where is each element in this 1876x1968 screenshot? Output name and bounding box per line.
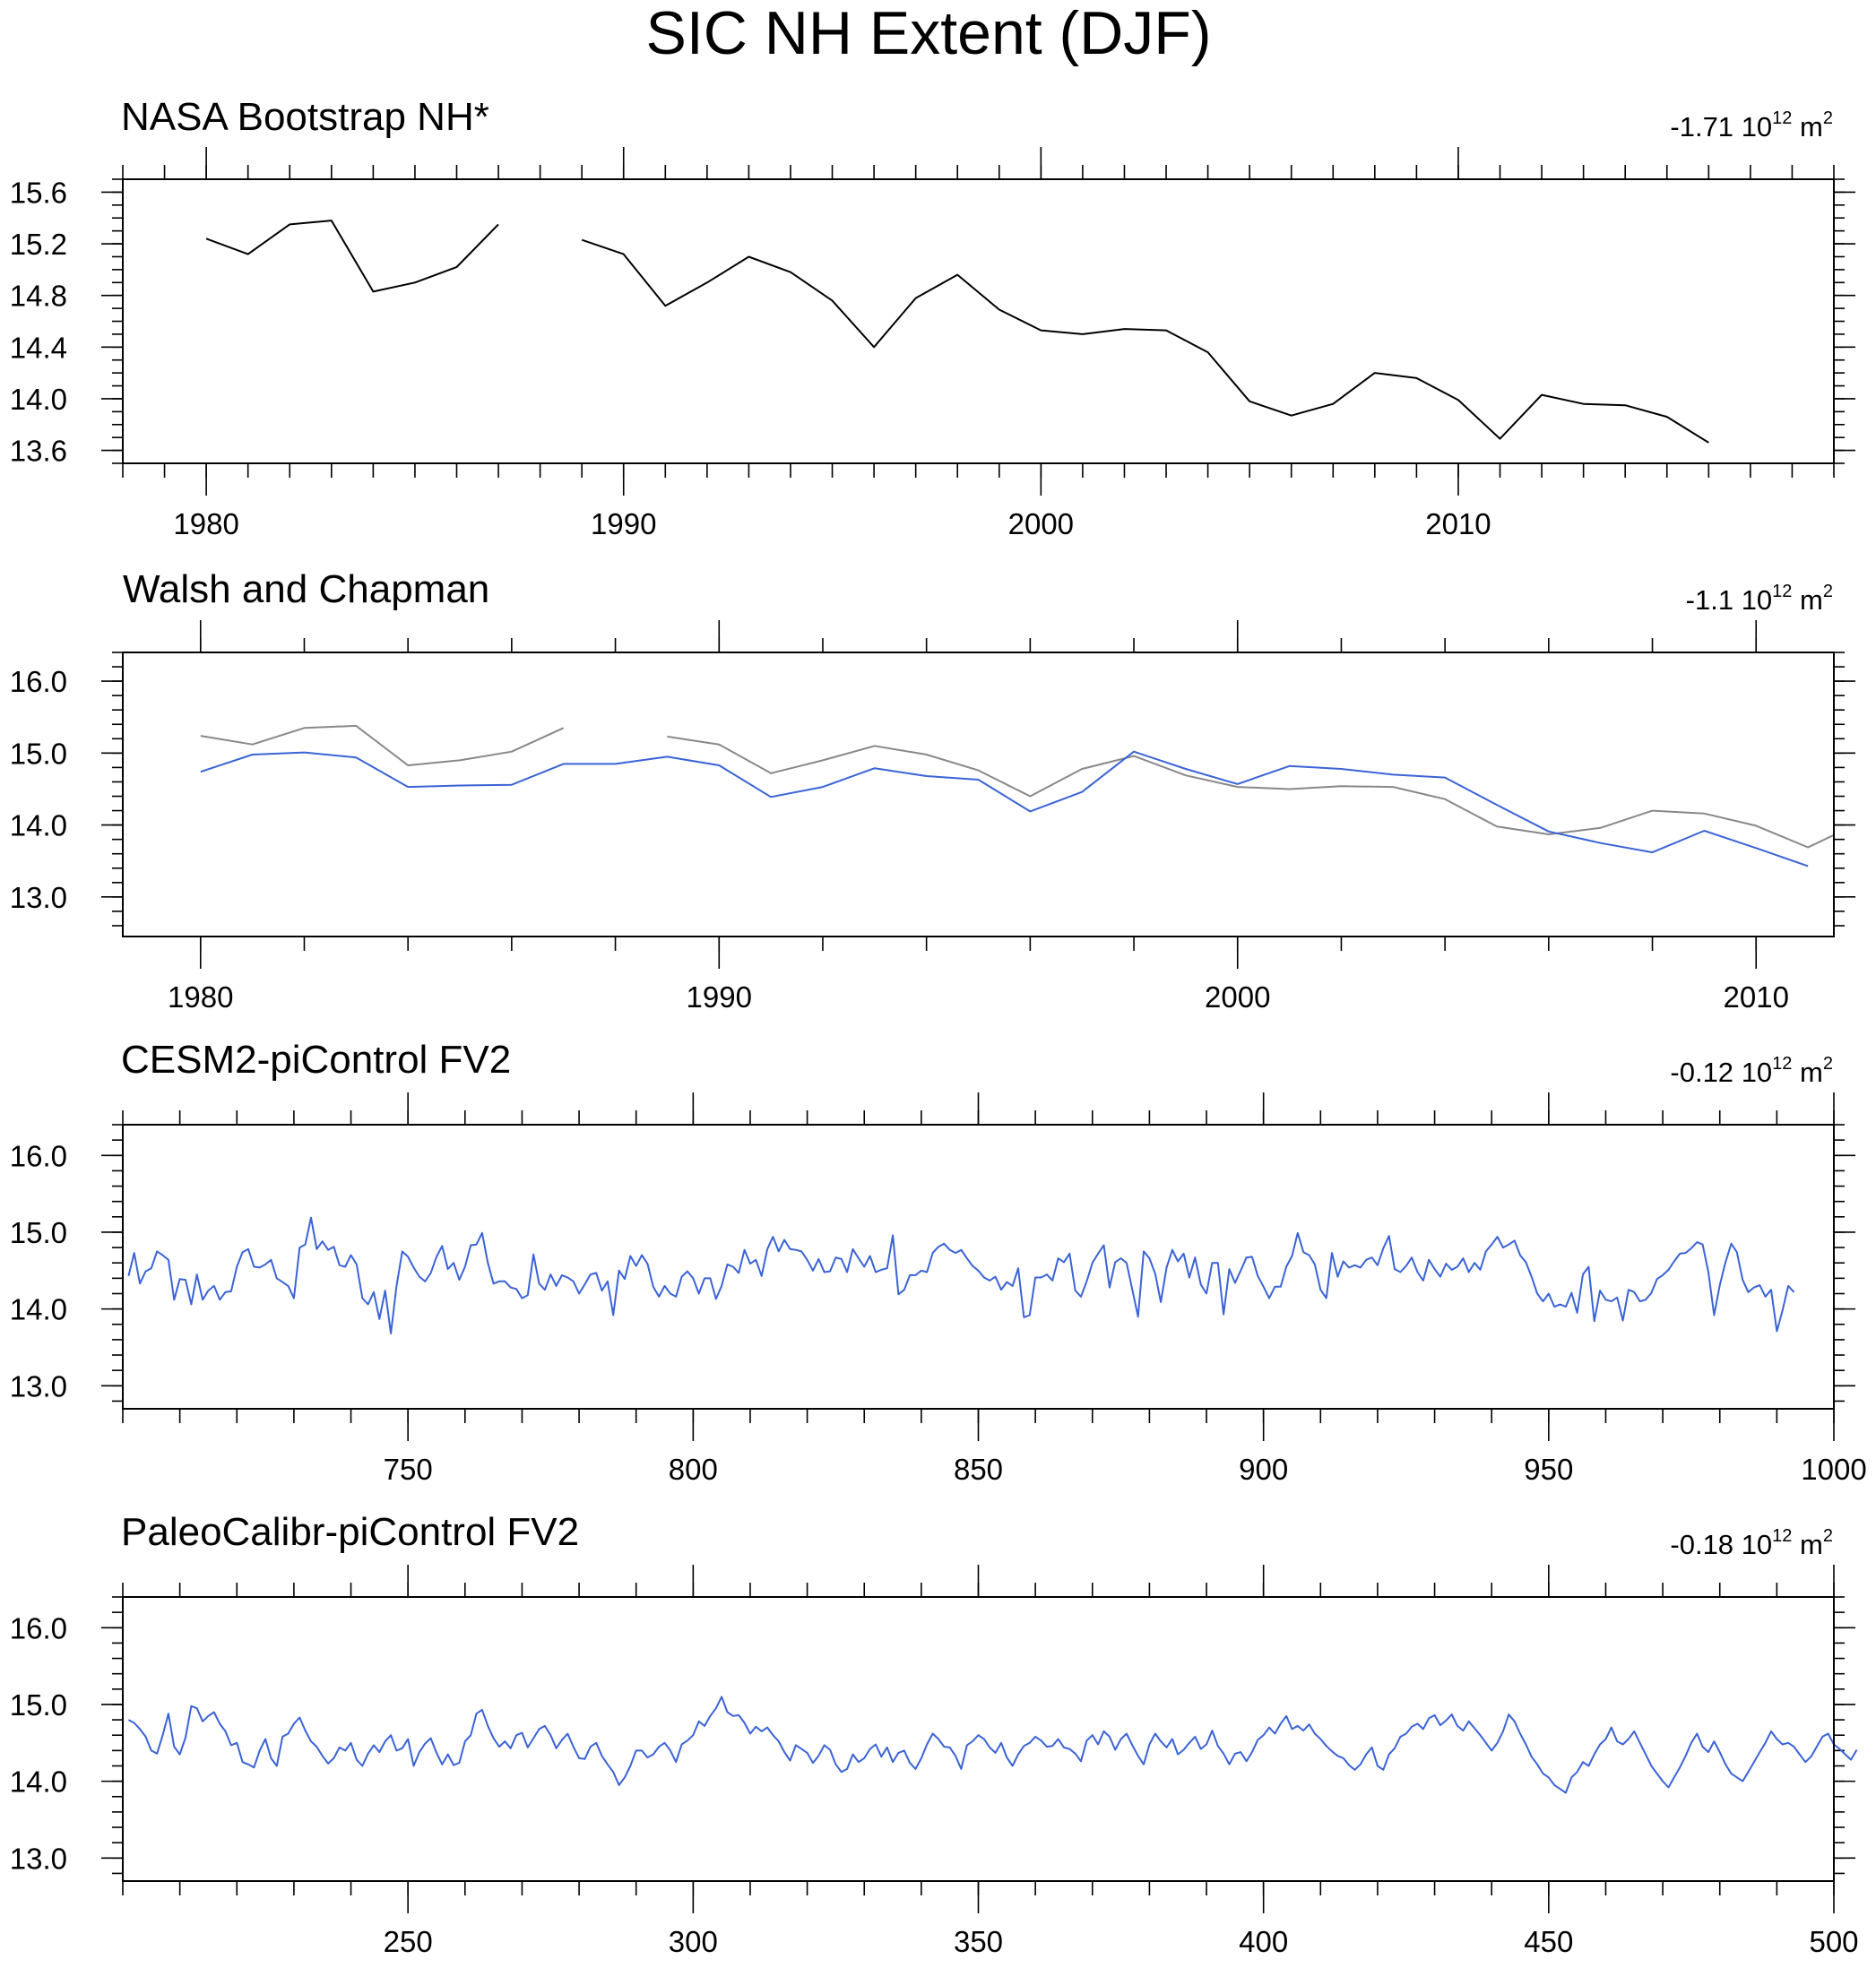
trend-base: 10 (1742, 1529, 1772, 1560)
figure-title: SIC NH Extent (DJF) (646, 0, 1212, 67)
trend-label: -0.18 1012 m2 (1670, 1526, 1833, 1560)
y-tick-label: 14.0 (10, 1765, 67, 1799)
trend-base: 10 (1742, 1057, 1772, 1088)
trend-value: -0.12 (1670, 1057, 1733, 1088)
x-tick-label: 400 (1239, 1925, 1288, 1958)
y-tick-label: 16.0 (10, 665, 67, 698)
y-tick-label: 16.0 (10, 1611, 67, 1644)
y-tick-label: 15.0 (10, 1216, 67, 1249)
plot-frame (122, 652, 1835, 937)
trend-exponent: 12 (1772, 1054, 1792, 1074)
plot-frame (122, 1596, 1835, 1882)
series-line (127, 1696, 1858, 1794)
plot-frame (122, 178, 1835, 464)
data-lines (127, 1696, 1858, 1794)
trend-unit-exponent: 2 (1823, 108, 1833, 128)
x-tick-label: 950 (1524, 1453, 1573, 1486)
trend-value: -1.71 (1670, 111, 1733, 142)
trend-label: -1.1 1012 m2 (1686, 582, 1833, 616)
series-line (200, 750, 1809, 867)
y-tick-label: 16.0 (10, 1139, 67, 1172)
y-tick-label: 13.0 (10, 881, 67, 914)
x-tick-label: 450 (1524, 1925, 1573, 1958)
x-tick-label: 750 (384, 1453, 433, 1486)
trend-unit: m (1800, 111, 1823, 142)
panel-walsh-chapman: Walsh and Chapman -1.1 1012 m2 13.014.01… (10, 567, 1855, 1014)
trend-label: -1.71 1012 m2 (1670, 108, 1833, 142)
panel-paleocalibr-picontrol: PaleoCalibr-piControl FV2 -0.18 1012 m2 … (10, 1510, 1859, 1958)
panel-cesm2-picontrol: CESM2-piControl FV2 -0.12 1012 m2 13.0 14… (10, 1038, 1867, 1486)
y-tick-label: 13.0 (10, 1369, 67, 1403)
x-tick-label: 350 (954, 1925, 1003, 1958)
plot-frame (122, 1124, 1835, 1410)
axis-ticks: 13.0 14.0 15.0 16.0 750 800 850 900 950 1000 (10, 1092, 1867, 1486)
series-line (127, 1216, 1795, 1334)
panel-title: PaleoCalibr-piControl FV2 (121, 1510, 579, 1554)
data-lines (200, 724, 1835, 867)
x-tick-label: 1990 (591, 507, 656, 540)
y-tick-label: 14.4 (10, 331, 67, 364)
y-tick-label: 14.8 (10, 280, 67, 313)
axis-ticks: 13.6 14.0 14.4 14.8 15.2 15.6 1980 1990 2000 2010 (10, 147, 1855, 540)
x-tick-label: 900 (1239, 1453, 1288, 1486)
y-tick-label: 15.0 (10, 737, 67, 770)
trend-unit-exponent: 2 (1823, 1054, 1833, 1074)
y-tick-label: 14.0 (10, 1293, 67, 1326)
x-tick-label: 800 (669, 1453, 718, 1486)
data-lines (127, 1216, 1795, 1334)
trend-base: 10 (1742, 111, 1772, 142)
y-tick-label: 13.0 (10, 1842, 67, 1875)
panel-nasa-bootstrap: NASA Bootstrap NH* -1.71 1012 m2 13.6 14.… (10, 95, 1855, 540)
trend-exponent: 12 (1772, 582, 1792, 601)
x-tick-label: 300 (669, 1925, 718, 1958)
series-line (200, 724, 1835, 849)
x-tick-label: 250 (384, 1925, 433, 1958)
y-tick-label: 13.6 (10, 435, 67, 468)
x-tick-label: 1990 (687, 980, 752, 1014)
x-tick-label: 1980 (173, 507, 238, 540)
series-line (205, 220, 1709, 444)
trend-exponent: 12 (1772, 108, 1792, 128)
trend-unit: m (1800, 1057, 1823, 1088)
trend-value: -0.18 (1670, 1529, 1733, 1560)
trend-value: -1.1 (1686, 584, 1733, 616)
panel-title: NASA Bootstrap NH* (121, 95, 489, 139)
y-tick-label: 15.2 (10, 228, 67, 261)
axis-ticks: 13.0 14.0 15.0 16.0 1980 1990 2000 2010 (10, 620, 1855, 1014)
x-tick-label: 500 (1809, 1925, 1858, 1958)
trend-base: 10 (1742, 584, 1772, 616)
panel-title: CESM2-piControl FV2 (121, 1038, 511, 1082)
axis-ticks: 13.0 14.0 15.0 16.0 250 300 350 400 450 500 (10, 1565, 1859, 1958)
y-tick-label: 14.0 (10, 809, 67, 842)
trend-unit: m (1800, 584, 1823, 616)
panel-title: Walsh and Chapman (123, 567, 489, 611)
x-tick-label: 2000 (1008, 507, 1074, 540)
data-lines (205, 220, 1709, 444)
x-tick-label: 850 (954, 1453, 1003, 1486)
y-tick-label: 15.6 (10, 176, 67, 209)
trend-unit: m (1800, 1529, 1823, 1560)
x-tick-label: 2010 (1425, 507, 1491, 540)
x-tick-label: 1980 (168, 980, 233, 1014)
x-tick-label: 2000 (1205, 980, 1270, 1014)
x-tick-label: 1000 (1801, 1453, 1866, 1486)
trend-unit-exponent: 2 (1823, 582, 1833, 601)
y-tick-label: 15.0 (10, 1688, 67, 1722)
trend-label: -0.12 1012 m2 (1670, 1054, 1833, 1088)
trend-exponent: 12 (1772, 1526, 1792, 1546)
x-tick-label: 2010 (1724, 980, 1789, 1014)
trend-unit-exponent: 2 (1823, 1526, 1833, 1546)
y-tick-label: 14.0 (10, 383, 67, 416)
